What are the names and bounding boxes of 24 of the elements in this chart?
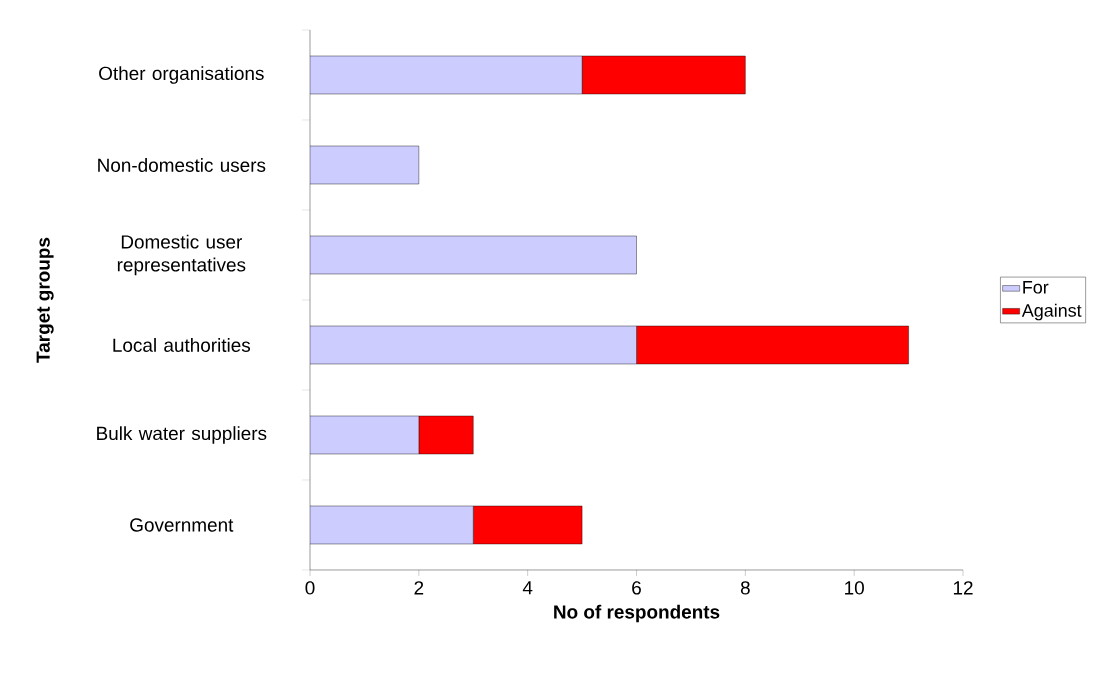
x-tick-label: 6: [632, 581, 641, 595]
y-tick-label: Other organisations: [99, 66, 264, 84]
x-tick-label: 2: [414, 581, 424, 595]
bar: [310, 505, 474, 545]
bar: [310, 55, 583, 95]
bar: [418, 415, 474, 455]
legend-label: For: [1023, 281, 1049, 294]
x-tick-label: 0: [305, 581, 315, 595]
legend-label: Against: [1021, 303, 1082, 321]
x-tick-label: 8: [740, 581, 750, 595]
y-tick-label: Bulk water suppliers: [97, 426, 267, 444]
y-tick-label: Government: [130, 518, 234, 532]
bar: [310, 325, 637, 365]
y-tick-label: Local authorities: [113, 338, 251, 352]
x-tick-label: 10: [845, 581, 864, 595]
y-axis-title: Target groups: [36, 237, 54, 363]
bar: [310, 235, 637, 275]
y-tick-label: Non-domestic users: [98, 158, 266, 172]
bar: [310, 415, 420, 455]
x-tick-label: 12: [953, 581, 973, 595]
x-tick-label: 4: [522, 581, 533, 595]
y-tick-label: Domestic user representatives: [117, 234, 246, 276]
bar: [310, 145, 420, 185]
x-axis-title: No of respondents: [554, 604, 720, 623]
